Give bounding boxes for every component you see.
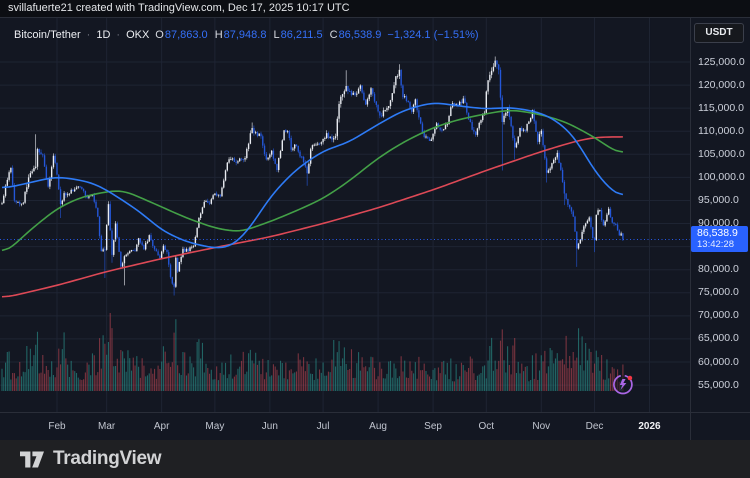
price-tick-label: 105,000.0 [698,147,745,160]
ohlc-letter: H [214,29,223,41]
month-tick-label: Feb [48,421,66,432]
chart-region[interactable]: Bitcoin/Tether · 1D · OKX O 87,863.0 H 87,9… [0,18,750,412]
ohlc-letter: L [273,29,280,41]
month-tick-label: Jul [316,421,330,432]
price-tick-label: 95,000.0 [698,193,739,206]
ohlc-letter: C [329,29,338,41]
ohlc-values: O 87,863.0 H 87,948.8 L 86,211.5 C 86,538.9 [155,29,381,41]
month-tick-label: Mar [98,421,116,432]
price-tick-label: 55,000.0 [698,378,739,391]
tradingview-logo-icon[interactable] [20,451,44,468]
legend-separator: · [116,29,121,41]
month-tick-label: Apr [153,421,170,432]
month-tick-label: Dec [585,421,604,432]
price-tick-label: 70,000.0 [698,309,739,322]
price-tick-label: 115,000.0 [698,101,744,114]
last-price-value: 86,538.9 [697,227,738,239]
alert-dot [627,375,633,381]
month-tick-label: Nov [532,421,551,432]
chart-legend: Bitcoin/Tether · 1D · OKX O 87,863.0 H 87,9… [14,27,479,43]
footer-bar: TradingView [0,440,750,478]
price-tick-label: 65,000.0 [698,332,739,345]
price-tick-label: 60,000.0 [698,355,739,368]
month-tick-label: Aug [369,421,387,432]
month-tick-label: Jun [261,421,278,432]
year-tick-label: 2026 [638,421,661,432]
price-tick-label: 125,000.0 [698,55,745,68]
price-tick-label: 120,000.0 [698,78,745,91]
axis-corner-separator [690,413,691,441]
price-axis[interactable]: 125,000.0 120,000.0 115,000.0 110,000.0 105,… [690,18,750,412]
ohlc-value: 86,538.9 [338,29,382,41]
exchange-label[interactable]: OKX [126,29,150,41]
month-tick-label: Sep [424,421,442,432]
ohlc-value: 87,863.0 [164,29,208,41]
currency-toggle-button[interactable]: USDT [694,23,744,43]
attribution-text: svillafuerte21 created with TradingView.… [8,2,350,14]
last-price-badge: 86,538.9 13:42:28 [691,226,748,252]
ohlc-value: 86,211.5 [280,29,323,41]
legend-separator: · [86,29,91,41]
symbol-name[interactable]: Bitcoin/Tether [14,29,81,41]
ohlc-value: 87,948.8 [223,29,267,41]
legend-ohlc-item: H 87,948.8 [215,29,267,41]
price-tick-label: 110,000.0 [698,124,744,137]
price-tick-label: 80,000.0 [698,263,739,276]
legend-ohlc-item: O 87,863.0 [155,29,207,41]
bar-countdown: 13:42:28 [697,239,734,250]
price-tick-label: 75,000.0 [698,286,739,299]
legend-ohlc-item: C 86,538.9 [330,29,382,41]
time-axis[interactable]: Feb Mar Apr May Jun Jul Aug Sep Oct Nov Dec 2026 [0,412,750,441]
legend-ohlc-item: L 86,211.5 [273,29,322,41]
ohlc-letter: O [155,29,164,41]
change-value: −1,324.1 (−1.51%) [387,29,479,41]
price-tick-label: 100,000.0 [698,170,745,183]
month-tick-label: Oct [478,421,495,432]
price-chart-canvas[interactable] [0,18,690,412]
interval-label[interactable]: 1D [96,29,111,41]
month-tick-label: May [205,421,225,432]
tradingview-wordmark[interactable]: TradingView [53,448,162,469]
flash-action-icon[interactable] [613,374,633,395]
attribution-bar: svillafuerte21 created with TradingView.… [0,0,750,18]
